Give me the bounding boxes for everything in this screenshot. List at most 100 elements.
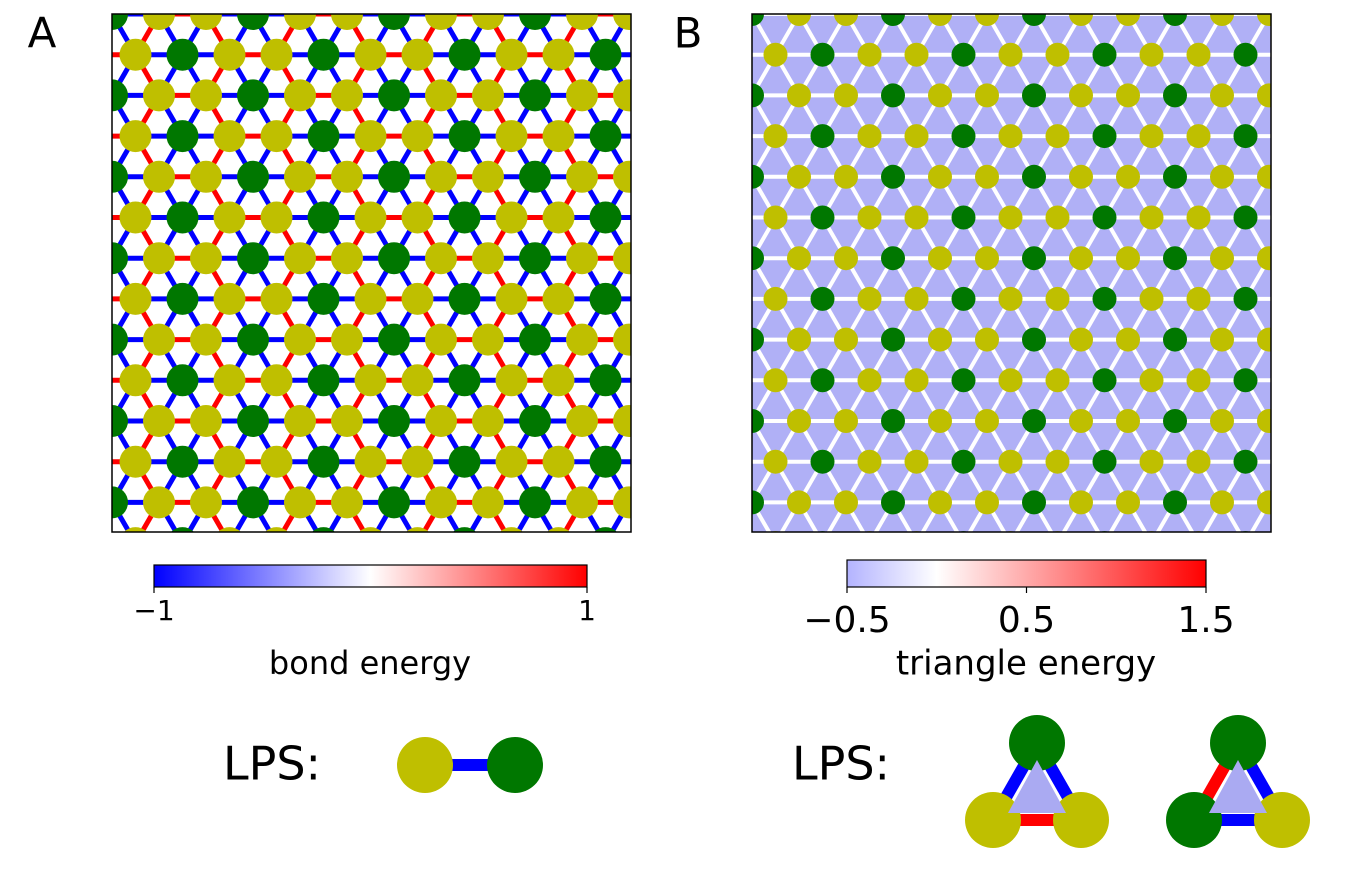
site <box>448 282 481 315</box>
site <box>660 79 692 111</box>
site <box>1163 83 1187 108</box>
bond <box>705 177 729 218</box>
site <box>717 450 741 474</box>
site <box>787 83 811 108</box>
bond <box>65 0 89 14</box>
bond <box>1293 218 1317 259</box>
site <box>1281 124 1305 148</box>
bond <box>1246 543 1270 584</box>
site <box>1210 572 1234 596</box>
site <box>787 409 811 433</box>
bond <box>1293 136 1317 177</box>
bond <box>705 421 729 462</box>
site <box>1045 124 1070 149</box>
bond <box>535 14 538 16</box>
site <box>1146 531 1157 532</box>
bond <box>705 299 729 340</box>
site <box>1304 409 1328 433</box>
site <box>49 242 81 274</box>
site <box>1281 206 1305 230</box>
site <box>378 405 410 437</box>
site <box>693 409 717 433</box>
site <box>637 283 669 315</box>
site <box>1210 409 1234 433</box>
site <box>752 490 764 515</box>
site <box>693 328 717 352</box>
site <box>166 120 199 153</box>
bond <box>653 136 677 177</box>
bond <box>626 501 631 511</box>
bond <box>752 176 754 181</box>
site <box>1257 164 1271 189</box>
site <box>190 14 222 30</box>
site <box>213 282 246 315</box>
colorbar-tick-label: 1 <box>578 594 596 627</box>
site <box>998 286 1023 311</box>
site <box>166 364 199 397</box>
bond <box>203 14 206 16</box>
site <box>73 283 105 315</box>
bond <box>653 502 677 543</box>
site <box>881 246 905 271</box>
colorbar-label: bond energy <box>269 644 471 682</box>
site <box>1116 83 1140 108</box>
site <box>237 160 269 193</box>
bond <box>799 543 823 584</box>
site <box>112 79 128 112</box>
bond <box>112 258 115 264</box>
site <box>613 14 631 30</box>
site <box>112 323 128 356</box>
site <box>589 120 622 153</box>
site <box>717 206 741 230</box>
site <box>975 327 999 352</box>
site <box>1069 14 1093 26</box>
site <box>660 405 692 437</box>
bond <box>65 380 89 421</box>
bond <box>752 417 754 421</box>
site <box>958 531 969 532</box>
site <box>1304 165 1328 189</box>
site <box>1092 205 1117 230</box>
site <box>119 120 152 153</box>
site <box>237 323 269 356</box>
site <box>472 486 504 519</box>
site <box>1045 205 1070 230</box>
bond <box>629 14 631 16</box>
site <box>354 38 387 71</box>
site <box>717 531 741 555</box>
site <box>1186 124 1211 149</box>
bond <box>705 258 729 299</box>
site <box>73 446 105 478</box>
bond <box>653 543 677 584</box>
bond <box>1293 421 1317 462</box>
site <box>752 164 764 189</box>
bond <box>1081 14 1084 16</box>
site <box>190 79 222 112</box>
site <box>810 42 835 67</box>
bond <box>65 177 89 218</box>
site <box>1116 327 1140 352</box>
bond <box>752 421 754 425</box>
site <box>519 242 551 275</box>
site <box>1257 327 1271 352</box>
site <box>378 14 410 30</box>
bond <box>626 419 631 430</box>
site <box>425 323 457 356</box>
bond <box>297 14 300 16</box>
site <box>660 242 692 274</box>
site <box>834 490 858 515</box>
site <box>1186 449 1211 474</box>
site <box>928 490 952 515</box>
bond <box>394 14 397 16</box>
site <box>425 486 457 519</box>
site <box>331 242 363 275</box>
bond <box>752 172 754 177</box>
bond <box>1267 87 1271 97</box>
site <box>637 527 669 559</box>
site <box>166 445 199 478</box>
bond <box>1293 380 1317 421</box>
site <box>542 120 575 153</box>
site <box>613 568 645 600</box>
site <box>519 323 551 356</box>
site <box>354 445 387 478</box>
